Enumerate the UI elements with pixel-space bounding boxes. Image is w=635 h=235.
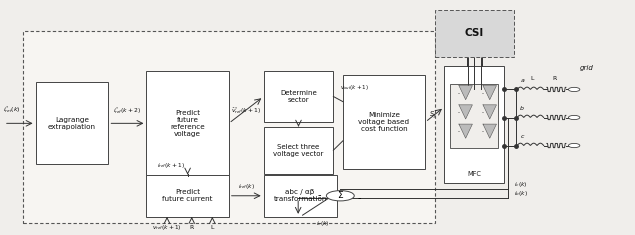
- Text: R: R: [552, 76, 557, 81]
- Text: $\hat{v}^{*}_{ref}(k+1)$: $\hat{v}^{*}_{ref}(k+1)$: [231, 105, 262, 116]
- Polygon shape: [459, 124, 472, 138]
- Circle shape: [568, 143, 580, 148]
- Polygon shape: [459, 105, 472, 119]
- Text: Determine
sector: Determine sector: [280, 90, 317, 103]
- Text: Lagrange
extrapolation: Lagrange extrapolation: [48, 117, 96, 130]
- Text: $i^{*}_{ref}(k)$: $i^{*}_{ref}(k)$: [3, 104, 20, 115]
- Text: L: L: [530, 76, 533, 81]
- Bar: [264, 175, 337, 217]
- Circle shape: [326, 191, 354, 201]
- Text: $v_{out}(k+1)$: $v_{out}(k+1)$: [340, 83, 368, 92]
- Bar: [264, 127, 333, 174]
- Bar: [435, 10, 514, 57]
- Bar: [36, 82, 109, 164]
- Text: grid: grid: [580, 65, 594, 71]
- Bar: [264, 71, 333, 122]
- Polygon shape: [483, 124, 497, 138]
- Text: R: R: [190, 225, 194, 230]
- Text: $v_{ref}(k+1)$: $v_{ref}(k+1)$: [152, 223, 182, 232]
- Bar: [343, 75, 425, 169]
- Text: Select three
voltage vector: Select three voltage vector: [273, 144, 324, 157]
- Text: MFC: MFC: [467, 171, 481, 176]
- Text: L: L: [211, 225, 214, 230]
- Text: CSI: CSI: [465, 28, 484, 38]
- Bar: [147, 175, 229, 217]
- Text: c: c: [520, 134, 524, 139]
- Text: $\Sigma$: $\Sigma$: [337, 189, 344, 200]
- Bar: [444, 66, 504, 183]
- Bar: [450, 84, 498, 148]
- Text: abc / αβ
transformation: abc / αβ transformation: [274, 189, 327, 202]
- Circle shape: [568, 87, 580, 92]
- Text: $i_{ref}(k)$: $i_{ref}(k)$: [237, 182, 255, 191]
- Text: a: a: [520, 78, 524, 83]
- Text: $i_c(k)$: $i_c(k)$: [316, 219, 330, 228]
- Text: Predict
future
reference
voltage: Predict future reference voltage: [170, 110, 205, 137]
- Text: -: -: [358, 194, 361, 204]
- Text: Predict
future current: Predict future current: [163, 189, 213, 202]
- Text: b: b: [520, 106, 525, 111]
- Text: $i^{*}_{ref}(k+2)$: $i^{*}_{ref}(k+2)$: [113, 105, 142, 116]
- Bar: [23, 31, 435, 223]
- Text: -: -: [318, 190, 321, 200]
- Text: $i_b(k)$: $i_b(k)$: [514, 189, 528, 198]
- Polygon shape: [483, 105, 497, 119]
- Text: $i_c(k)$: $i_c(k)$: [514, 180, 528, 188]
- Bar: [147, 71, 229, 176]
- Text: Minimize
voltage based
cost function: Minimize voltage based cost function: [359, 112, 410, 132]
- Text: $i_{ref}(k+1)$: $i_{ref}(k+1)$: [157, 161, 184, 170]
- Text: $S_j$: $S_j$: [429, 110, 436, 121]
- Circle shape: [568, 115, 580, 120]
- Polygon shape: [483, 86, 497, 100]
- Polygon shape: [459, 86, 472, 100]
